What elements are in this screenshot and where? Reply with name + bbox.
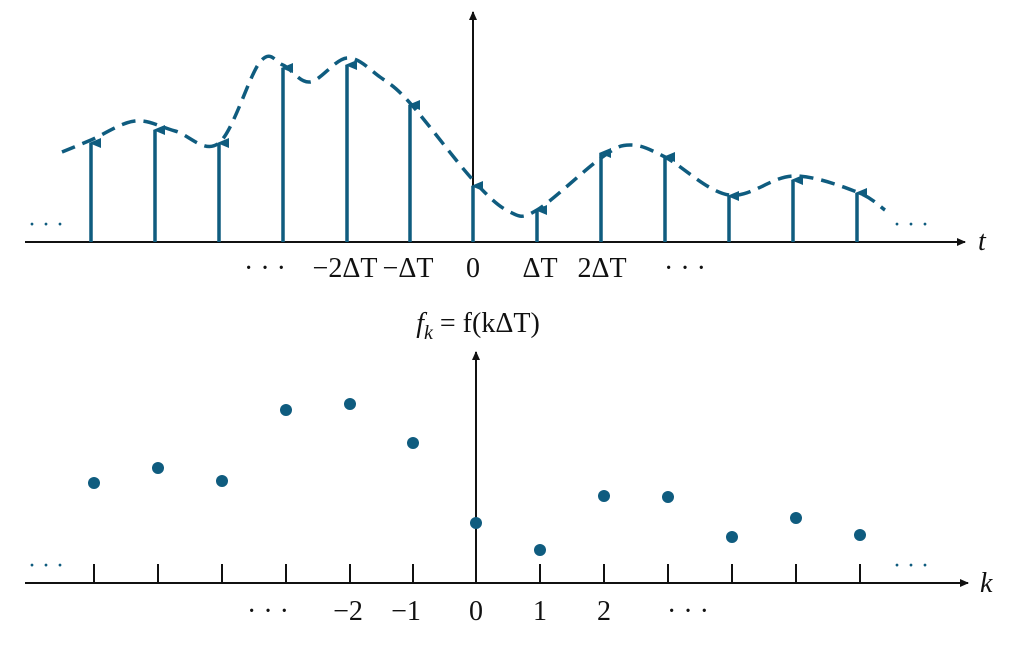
left-dots: · · · bbox=[28, 553, 64, 579]
sample-dot bbox=[534, 544, 546, 556]
dashed-curve bbox=[61, 54, 887, 218]
tick-label: · · · bbox=[667, 596, 709, 627]
bottom-plot: · · · · · · k · · · −2 −1 0 1 2 · · · bbox=[25, 351, 993, 627]
axis-label: k bbox=[980, 568, 993, 599]
tick-label: · · · bbox=[664, 253, 706, 284]
sample-dot bbox=[726, 531, 738, 543]
tick-label: −2ΔT bbox=[313, 253, 378, 284]
sample-dot bbox=[407, 437, 419, 449]
sample-dot bbox=[216, 475, 228, 487]
sample-dot bbox=[662, 491, 674, 503]
tick-label: 2ΔT bbox=[577, 253, 626, 284]
formula: fk = f(kΔT) bbox=[416, 308, 540, 344]
tick-label: 1 bbox=[533, 596, 547, 627]
tick-label: −ΔT bbox=[383, 253, 434, 284]
tick-label: 0 bbox=[466, 253, 480, 284]
formula-subscript: k bbox=[424, 322, 434, 344]
tick-label: · · · bbox=[247, 596, 289, 627]
axis-label: t bbox=[978, 226, 987, 257]
right-dots: · · · bbox=[893, 212, 929, 238]
tick-label: ΔT bbox=[522, 253, 557, 284]
formula-rest: = f(kΔT) bbox=[433, 308, 540, 339]
tick-label: 2 bbox=[597, 596, 611, 627]
sample-dot bbox=[344, 398, 356, 410]
sample-dot bbox=[854, 529, 866, 541]
left-dots: · · · bbox=[28, 212, 64, 238]
tick-label: −2 bbox=[333, 596, 363, 627]
sample-dot bbox=[598, 490, 610, 502]
sample-dot bbox=[88, 477, 100, 489]
tick-label: · · · bbox=[244, 253, 286, 284]
formula-base: f bbox=[416, 308, 427, 339]
tick-label: −1 bbox=[391, 596, 421, 627]
sample-dot bbox=[152, 462, 164, 474]
tick-label: 0 bbox=[469, 596, 483, 627]
sample-dot bbox=[280, 404, 292, 416]
sample-dot bbox=[470, 517, 482, 529]
top-plot: · · · · · · t · · · −2ΔT −ΔT 0 ΔT 2ΔT · · · bbox=[25, 11, 987, 284]
right-dots: · · · bbox=[893, 553, 929, 579]
sample-dot bbox=[790, 512, 802, 524]
